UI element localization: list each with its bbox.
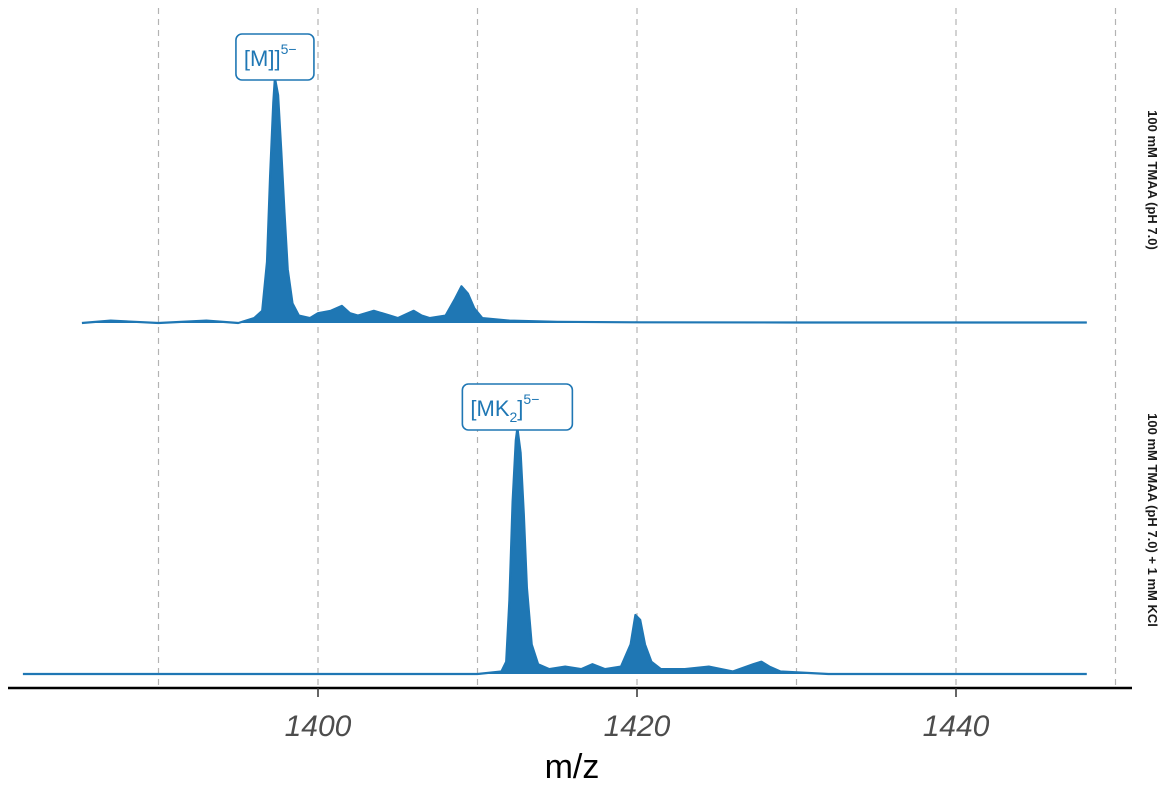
panel-tmaa-kcl: [MK2]5− 100 mM TMAA (pH 7.0) + 1 mM KCl — [22, 383, 1160, 676]
x-tick-label: 1400 — [285, 710, 352, 743]
peak-label-box — [235, 33, 315, 81]
peak-label: [M]]5− — [244, 41, 297, 71]
x-axis-ticks: 1400 1420 1440 — [285, 688, 990, 743]
spectrum-line — [22, 426, 1087, 676]
x-tick-label: 1420 — [604, 710, 671, 743]
grid-lines — [157, 8, 1117, 688]
panel-tmaa: [M]]5− 100 mM TMAA (pH 7.0) — [81, 33, 1160, 325]
x-axis-title: m/z — [545, 748, 600, 786]
facet-strip-label: 100 mM TMAA (pH 7.0) — [1145, 110, 1160, 250]
peak-label: [MK2]5− — [470, 391, 539, 425]
spectrum-fill — [81, 78, 1087, 323]
spectrum-line — [81, 76, 1087, 325]
facet-strip-label: 100 mM TMAA (pH 7.0) + 1 mM KCl — [1145, 413, 1160, 627]
peak-label-box — [461, 383, 574, 431]
x-tick-label: 1440 — [923, 710, 990, 743]
spectrum-fill — [22, 428, 1087, 674]
